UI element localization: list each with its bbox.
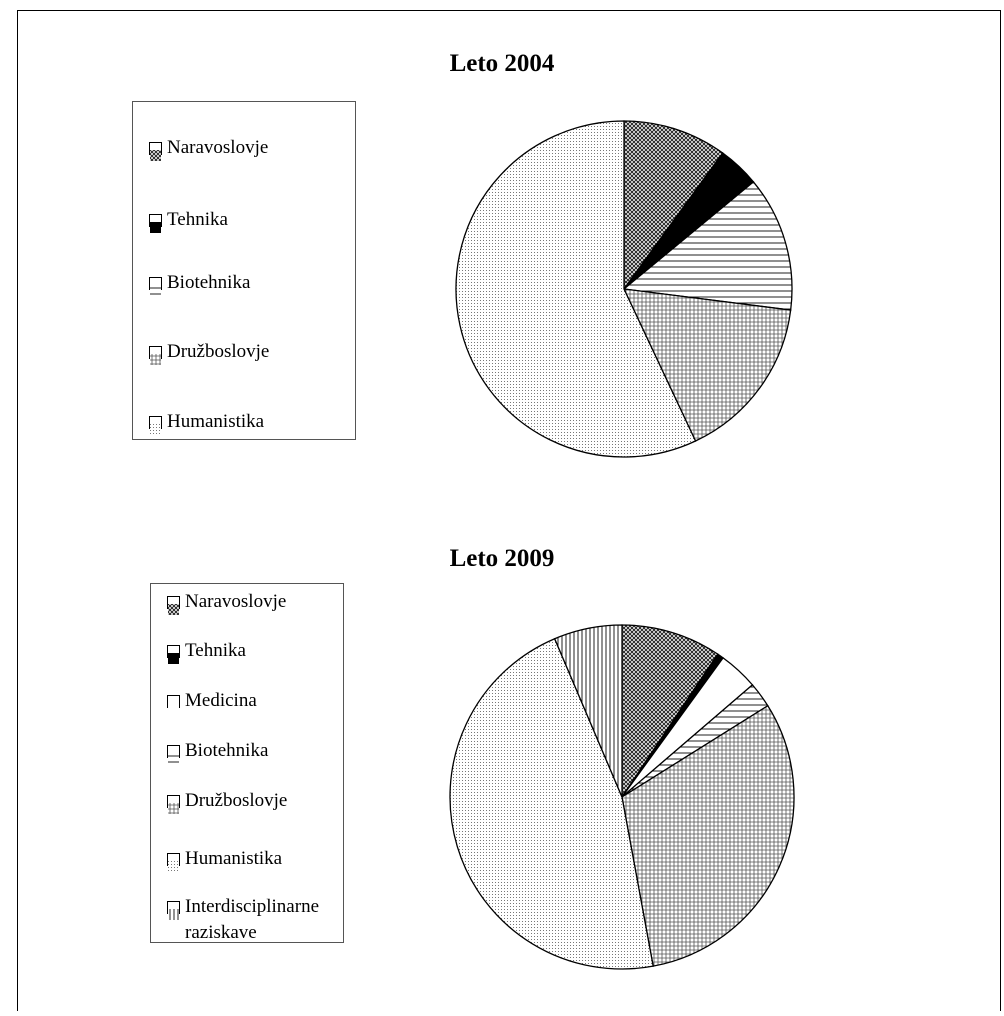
legend-item: Biotehnika xyxy=(149,270,343,296)
pie-slice xyxy=(622,180,793,311)
legend-item: Tehnika xyxy=(167,638,331,664)
legend-swatch xyxy=(167,795,180,814)
legend-swatch xyxy=(149,346,162,365)
legend-item: Interdisciplinarne raziskave xyxy=(167,894,331,946)
frame xyxy=(17,10,1001,1011)
legend-label: Naravoslovje xyxy=(167,137,269,158)
legend-label: Družboslovje xyxy=(185,790,288,811)
legend-swatch xyxy=(167,853,180,872)
pie-slice xyxy=(623,120,724,292)
legend-label: Družboslovje xyxy=(167,341,270,362)
legend-item: Humanistika xyxy=(167,846,331,872)
legend-swatch xyxy=(167,645,180,664)
legend-label: Medicina xyxy=(185,690,257,711)
legend-swatch xyxy=(149,416,162,435)
legend-label: Naravoslovje xyxy=(185,591,287,612)
legend-label: Humanistika xyxy=(167,411,265,432)
legend-swatch xyxy=(149,277,162,296)
pie-slice xyxy=(622,288,792,442)
legend-item: Družboslovje xyxy=(149,339,343,365)
legend-label: Tehnika xyxy=(185,640,246,661)
legend-item: Humanistika xyxy=(149,409,343,435)
legend-swatch xyxy=(167,745,180,764)
legend-swatch xyxy=(167,901,180,920)
chart-title: Leto 2004 xyxy=(449,50,555,77)
legend: Naravoslovje Tehnika Medicina Biotehnika Dru… xyxy=(150,583,344,943)
legend-label: Interdisciplinarne raziskave xyxy=(185,896,320,943)
legend-swatch xyxy=(149,214,162,233)
legend-swatch xyxy=(167,596,180,615)
legend-swatch xyxy=(167,695,180,714)
legend-swatch xyxy=(149,142,162,161)
legend-label: Biotehnika xyxy=(167,272,251,293)
legend-item: Medicina xyxy=(167,688,331,714)
legend-item: Naravoslovje xyxy=(167,589,331,615)
legend: Naravoslovje Tehnika Biotehnika Družboslovj… xyxy=(132,101,356,440)
pie-slice xyxy=(621,624,719,800)
chart-title: Leto 2009 xyxy=(449,545,555,572)
legend-item: Tehnika xyxy=(149,207,343,233)
legend-item: Družboslovje xyxy=(167,788,331,814)
pie-slice xyxy=(621,704,795,967)
legend-label: Humanistika xyxy=(185,848,283,869)
legend-item: Naravoslovje xyxy=(149,135,343,161)
pie-slice xyxy=(455,120,697,458)
pie-slice xyxy=(449,637,654,970)
legend-item: Biotehnika xyxy=(167,738,331,764)
legend-label: Tehnika xyxy=(167,209,228,230)
pie-slice xyxy=(553,624,623,798)
legend-label: Biotehnika xyxy=(185,740,269,761)
